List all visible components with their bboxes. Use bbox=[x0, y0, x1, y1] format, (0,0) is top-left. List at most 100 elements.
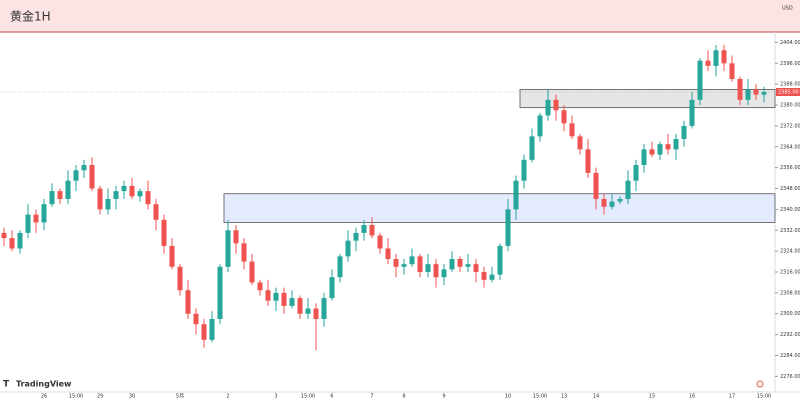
candle-body bbox=[329, 277, 335, 299]
candle-body bbox=[185, 290, 191, 314]
candle-body bbox=[321, 298, 327, 319]
y-tick-label: 2364.00 bbox=[780, 144, 800, 150]
x-tick-label: 7 bbox=[370, 394, 373, 400]
candle-body bbox=[377, 235, 383, 249]
candle-body bbox=[617, 198, 623, 202]
zone bbox=[223, 193, 776, 223]
x-tick-label: 6 bbox=[330, 394, 333, 400]
x-tick-label: 30 bbox=[129, 394, 135, 400]
candle-body bbox=[449, 258, 455, 270]
candle-body bbox=[161, 219, 167, 246]
candle-body bbox=[433, 264, 439, 278]
candle-body bbox=[393, 258, 399, 267]
candle-body bbox=[201, 324, 207, 340]
candle-body bbox=[289, 298, 295, 306]
candle-body bbox=[737, 78, 743, 100]
y-tick-label: 2276.00 bbox=[780, 374, 800, 380]
candle-body bbox=[345, 240, 351, 257]
candle-body bbox=[73, 170, 79, 181]
candle-body bbox=[513, 180, 519, 210]
candle-body bbox=[193, 313, 199, 325]
y-tick-label: 2308.00 bbox=[780, 290, 800, 296]
candle-body bbox=[409, 256, 415, 265]
candle-body bbox=[353, 232, 359, 241]
candle-body bbox=[169, 245, 175, 267]
candle-body bbox=[225, 230, 231, 267]
candle-body bbox=[481, 272, 487, 280]
candle-body bbox=[17, 232, 23, 249]
candle-body bbox=[89, 165, 95, 189]
candle-body bbox=[537, 115, 543, 137]
candle-body bbox=[9, 238, 15, 249]
candle-body bbox=[153, 204, 159, 220]
x-tick-label: 26 bbox=[41, 394, 47, 400]
candle-body bbox=[761, 92, 767, 95]
y-tick-label: 2380.00 bbox=[780, 103, 800, 109]
y-tick-label: 2348.00 bbox=[780, 186, 800, 192]
candle-body bbox=[33, 214, 39, 223]
x-tick-label: 15:00 bbox=[69, 394, 83, 400]
y-tick-label: 2396.00 bbox=[780, 61, 800, 67]
candle-body bbox=[601, 198, 607, 207]
candle-body bbox=[361, 225, 367, 233]
candle-body bbox=[65, 180, 71, 199]
candle-body bbox=[129, 185, 135, 197]
x-tick-label: 15:00 bbox=[533, 394, 547, 400]
x-tick-label: 9 bbox=[442, 394, 445, 400]
x-tick-label: 3 bbox=[274, 394, 277, 400]
last-price-label: 2385.00 bbox=[778, 90, 799, 96]
x-tick-label: 13 bbox=[561, 394, 567, 400]
y-tick-label: 2316.00 bbox=[780, 270, 800, 276]
candle-body bbox=[465, 264, 471, 267]
x-tick-label: 16 bbox=[689, 394, 695, 400]
candle-body bbox=[569, 123, 575, 137]
candle-body bbox=[145, 191, 151, 205]
settings-icon[interactable] bbox=[756, 380, 764, 388]
x-tick-label: 15:00 bbox=[757, 394, 771, 400]
candle-body bbox=[217, 266, 223, 319]
candle-body bbox=[297, 298, 303, 314]
y-tick-label: 2372.00 bbox=[780, 123, 800, 129]
candle-body bbox=[673, 138, 679, 150]
candle-body bbox=[113, 191, 119, 199]
candle-body bbox=[633, 165, 639, 181]
candle-body bbox=[273, 292, 279, 301]
x-tick-label: 15:00 bbox=[301, 394, 315, 400]
candle-body bbox=[489, 274, 495, 280]
y-tick-label: 2356.00 bbox=[780, 165, 800, 171]
y-tick-label: 2300.00 bbox=[780, 311, 800, 317]
candle-body bbox=[121, 185, 127, 192]
brand-logo: T bbox=[3, 380, 10, 390]
y-tick-label: 2324.00 bbox=[780, 249, 800, 255]
currency: USD bbox=[782, 6, 793, 12]
y-tick-label: 2340.00 bbox=[780, 207, 800, 213]
candle-body bbox=[249, 261, 255, 283]
candle-body bbox=[137, 191, 143, 197]
candle-body bbox=[745, 89, 751, 100]
candle-body bbox=[689, 99, 695, 126]
candle-body bbox=[593, 172, 599, 199]
candle-body bbox=[473, 264, 479, 272]
candle-body bbox=[81, 165, 87, 171]
candle-body bbox=[585, 149, 591, 173]
y-tick-label: 2388.00 bbox=[780, 82, 800, 88]
candle-body bbox=[305, 308, 311, 314]
candle-body bbox=[721, 50, 727, 64]
candle-body bbox=[337, 256, 343, 278]
candle-body bbox=[553, 99, 559, 111]
candle-body bbox=[233, 230, 239, 244]
y-tick-label: 2292.00 bbox=[780, 332, 800, 338]
candle-body bbox=[529, 136, 535, 160]
candle-body bbox=[281, 292, 287, 306]
candle-body bbox=[665, 144, 671, 150]
candle-body bbox=[561, 110, 567, 124]
candle-body bbox=[609, 201, 615, 207]
candle-body bbox=[241, 243, 247, 262]
candle-body bbox=[385, 248, 391, 259]
candle-body bbox=[97, 188, 103, 210]
candle-body bbox=[1, 232, 7, 239]
candle-body bbox=[577, 136, 583, 150]
x-tick-label: 14 bbox=[593, 394, 599, 400]
candle-body bbox=[209, 318, 215, 340]
